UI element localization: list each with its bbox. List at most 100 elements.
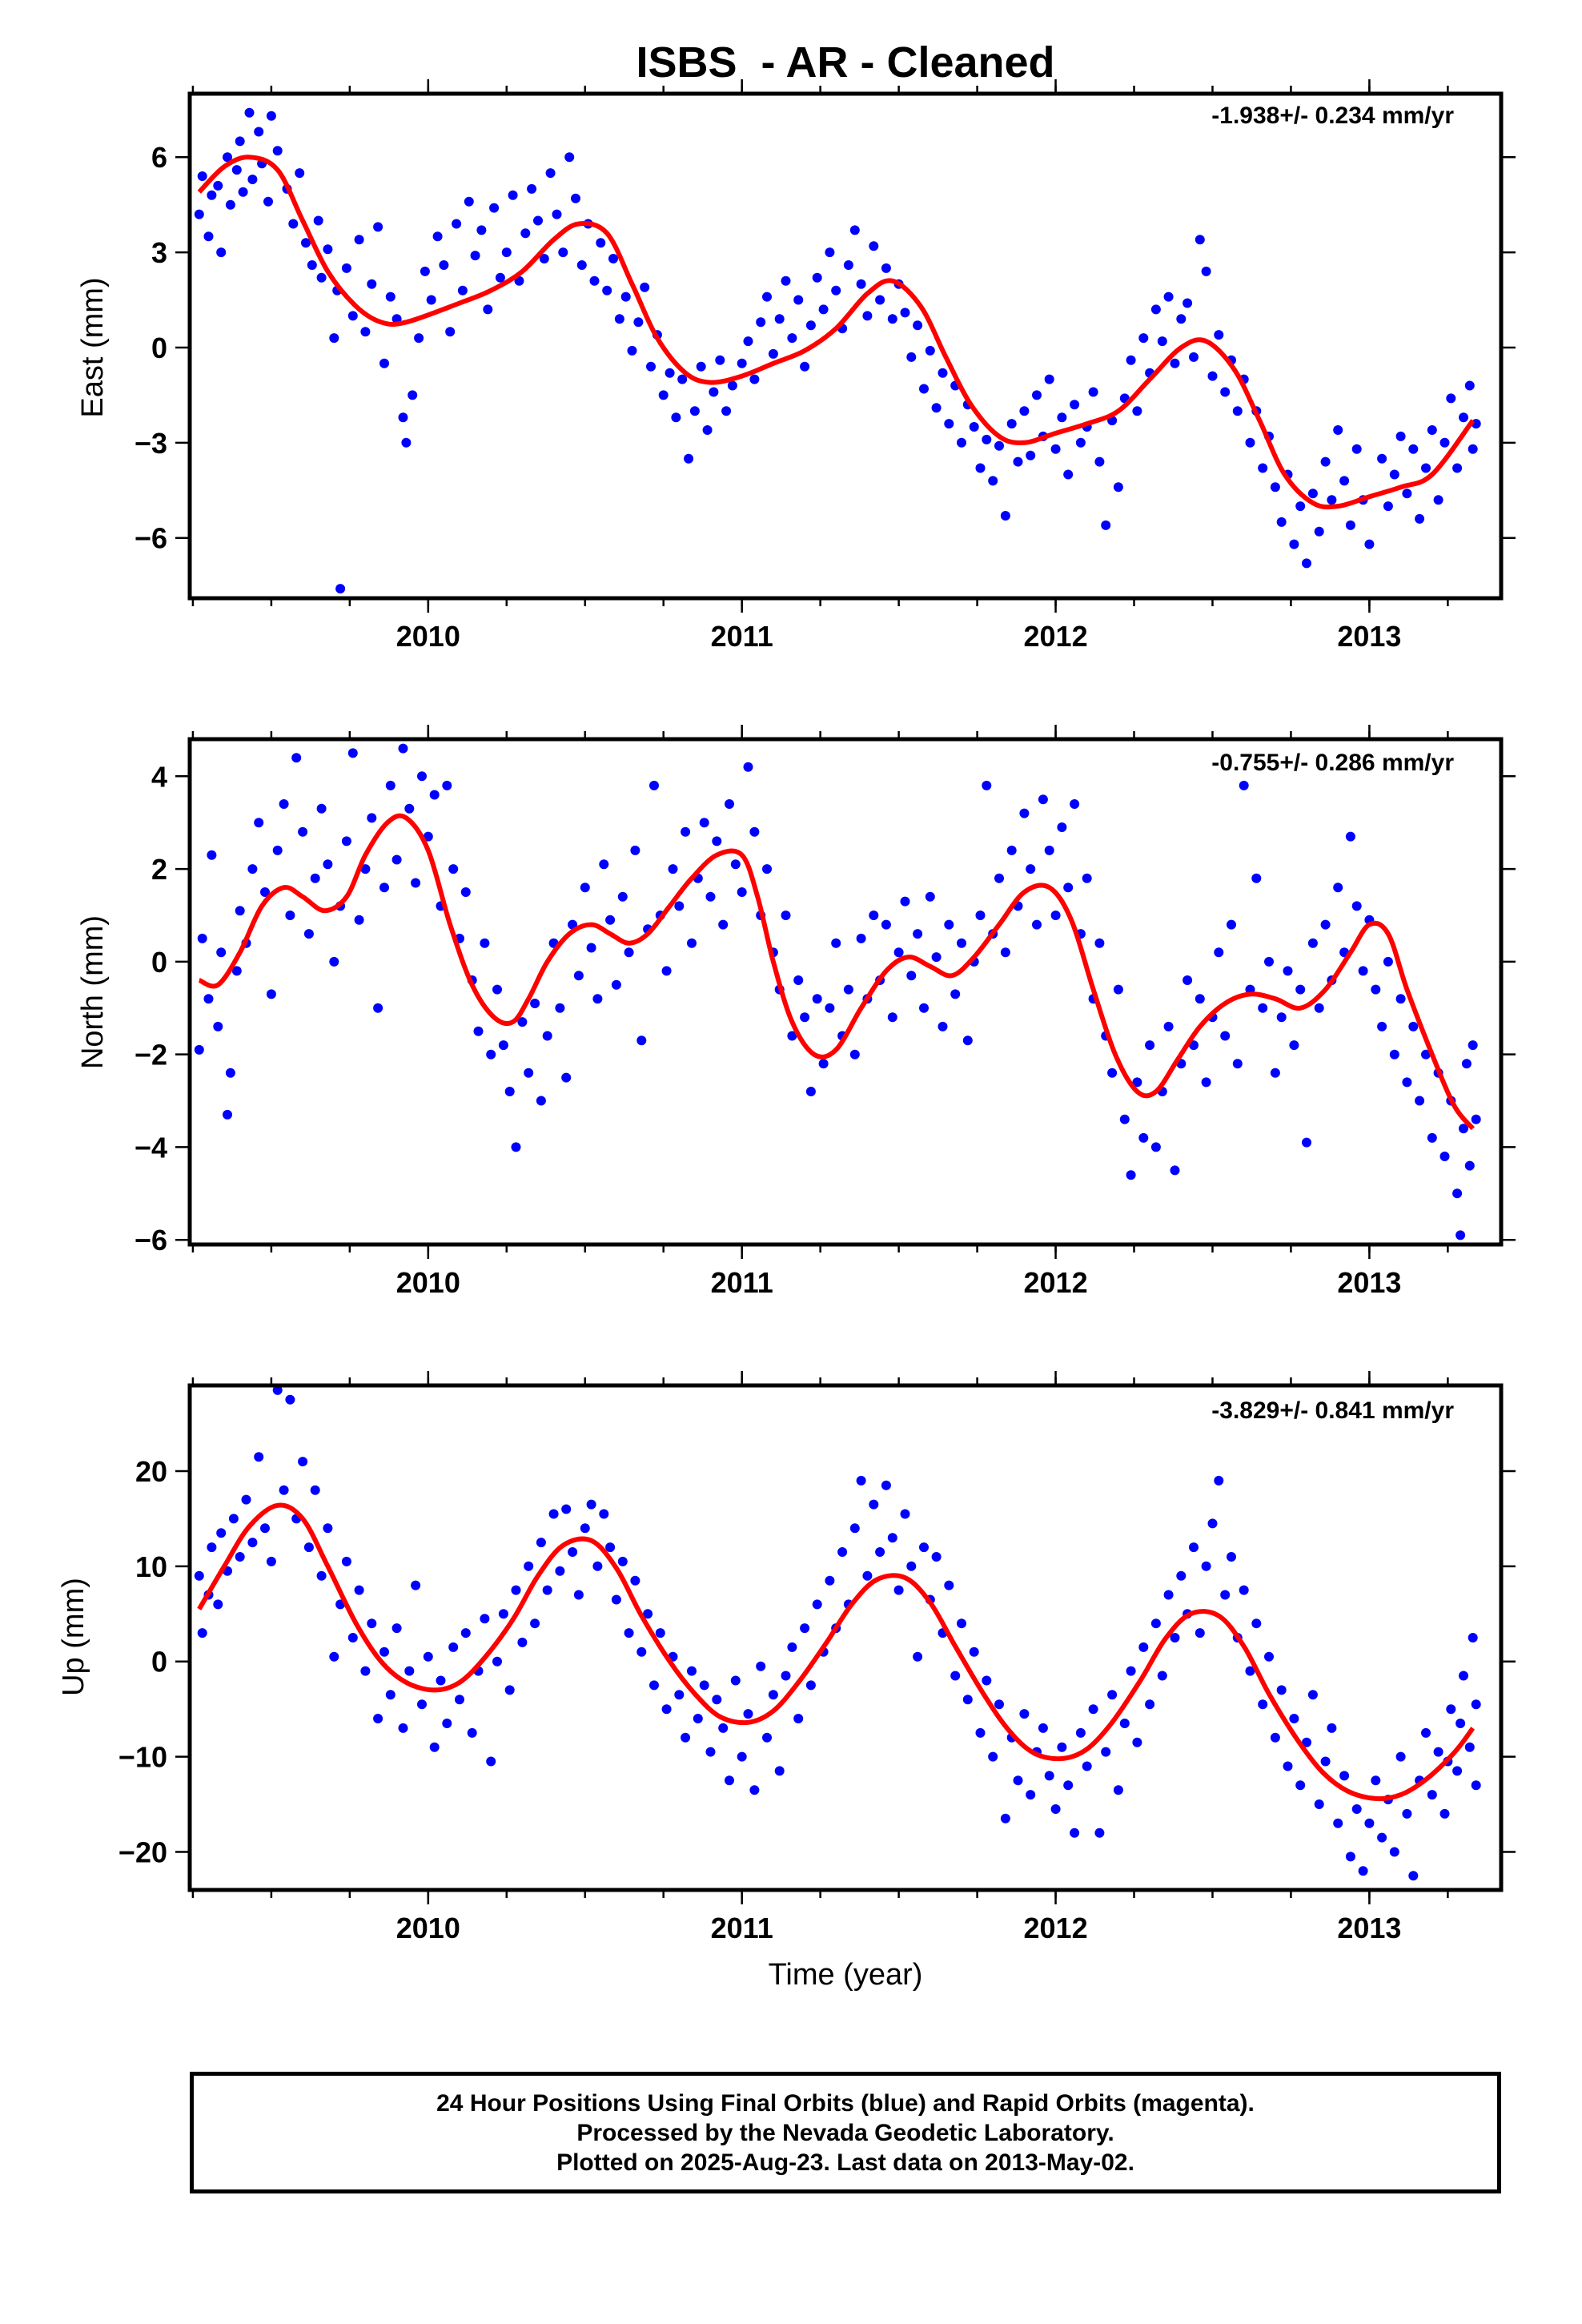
- up-data-point: [982, 1675, 992, 1686]
- east-data-point: [1176, 314, 1186, 324]
- up-data-point: [674, 1690, 685, 1700]
- up-data-point: [530, 1618, 540, 1629]
- north-data-point: [1320, 919, 1331, 930]
- east-data-point: [869, 241, 879, 251]
- up-data-point: [1150, 1618, 1161, 1629]
- up-data-point: [856, 1475, 866, 1486]
- east-data-point: [1170, 358, 1180, 368]
- up-data-point: [1126, 1666, 1136, 1676]
- north-data-point: [235, 906, 245, 916]
- east-data-point: [633, 317, 644, 328]
- north-data-point: [536, 1096, 546, 1106]
- north-data-point: [347, 748, 358, 758]
- up-data-point: [316, 1570, 327, 1581]
- up-y-tick-label: 0: [151, 1646, 167, 1679]
- up-data-point: [511, 1585, 521, 1595]
- up-data-point: [1163, 1590, 1174, 1600]
- east-data-point: [1402, 489, 1412, 499]
- up-data-point: [1019, 1709, 1030, 1719]
- up-data-point: [517, 1637, 528, 1647]
- up-data-point: [1201, 1561, 1211, 1571]
- north-data-point: [1145, 1040, 1155, 1051]
- east-rate-label: -1.938+/- 0.234 mm/yr: [1211, 103, 1454, 129]
- east-data-point: [589, 275, 600, 286]
- north-data-point: [1464, 1160, 1475, 1171]
- east-y-axis-label: East (mm): [76, 277, 110, 417]
- north-data-point: [962, 1035, 973, 1046]
- east-data-point: [906, 352, 917, 362]
- up-data-point: [787, 1642, 797, 1652]
- north-x-tick-label: 2012: [1024, 1266, 1088, 1299]
- east-data-point: [596, 238, 606, 248]
- east-x-tick-label: 2011: [711, 620, 773, 653]
- east-data-point: [385, 292, 396, 302]
- up-y-tick-label: 10: [135, 1550, 167, 1583]
- east-data-point: [1258, 463, 1268, 473]
- north-data-point: [1251, 873, 1262, 883]
- north-x-tick-label: 2013: [1337, 1266, 1401, 1299]
- east-data-point: [1351, 444, 1362, 454]
- north-data-point: [1456, 1230, 1466, 1240]
- east-data-point: [288, 219, 299, 229]
- north-data-point: [617, 891, 628, 902]
- east-data-point: [727, 380, 737, 391]
- east-data-point: [1427, 425, 1437, 435]
- north-data-point: [881, 919, 891, 930]
- north-data-point: [712, 836, 722, 846]
- up-data-point: [216, 1528, 227, 1538]
- east-data-point: [495, 272, 505, 283]
- up-data-point: [1345, 1852, 1355, 1862]
- north-data-point: [404, 803, 415, 814]
- east-data-point: [414, 333, 424, 344]
- east-data-point: [1364, 539, 1375, 549]
- up-data-point: [1214, 1475, 1224, 1486]
- east-data-point: [1032, 390, 1042, 400]
- up-data-point: [272, 1385, 283, 1395]
- up-data-point: [1471, 1699, 1481, 1710]
- north-data-point: [887, 1012, 897, 1023]
- north-data-point: [561, 1072, 572, 1083]
- east-data-point: [1195, 235, 1205, 245]
- east-data-point: [715, 355, 725, 365]
- north-data-point: [661, 966, 672, 976]
- east-data-point: [608, 254, 618, 263]
- east-data-point: [489, 203, 500, 213]
- up-data-point: [1195, 1628, 1205, 1638]
- footer-line-3: Plotted on 2025-Aug-23. Last data on 201…: [556, 2149, 1134, 2176]
- north-data-point: [498, 1040, 508, 1051]
- north-data-point: [900, 896, 910, 907]
- east-data-point: [774, 314, 785, 324]
- north-data-point: [1113, 984, 1123, 995]
- east-data-point: [975, 463, 986, 473]
- up-data-point: [712, 1695, 722, 1705]
- east-data-point: [508, 190, 518, 200]
- up-data-point: [423, 1651, 433, 1662]
- up-data-point: [1075, 1727, 1086, 1738]
- east-data-point: [1245, 437, 1255, 448]
- north-data-point: [254, 818, 264, 828]
- north-data-point: [423, 831, 433, 842]
- east-data-point: [301, 238, 311, 248]
- east-data-point: [373, 222, 383, 232]
- up-data-point: [893, 1585, 904, 1595]
- north-data-point: [360, 864, 371, 875]
- east-data-point: [831, 285, 841, 296]
- east-data-point: [1094, 456, 1105, 467]
- east-data-point: [408, 390, 418, 400]
- up-data-point: [504, 1685, 515, 1695]
- north-data-point: [931, 952, 942, 963]
- up-data-point: [398, 1723, 408, 1733]
- up-data-point: [429, 1742, 440, 1752]
- east-data-point: [445, 327, 456, 337]
- east-data-point: [843, 260, 853, 270]
- east-data-point: [1214, 330, 1224, 340]
- north-data-point: [1000, 947, 1010, 958]
- east-data-point: [749, 374, 760, 384]
- up-data-point: [957, 1618, 966, 1629]
- east-data-point: [919, 384, 929, 394]
- north-data-point: [1006, 845, 1017, 855]
- east-data-point: [1132, 406, 1142, 416]
- up-data-point: [260, 1523, 270, 1534]
- up-data-point: [341, 1556, 351, 1566]
